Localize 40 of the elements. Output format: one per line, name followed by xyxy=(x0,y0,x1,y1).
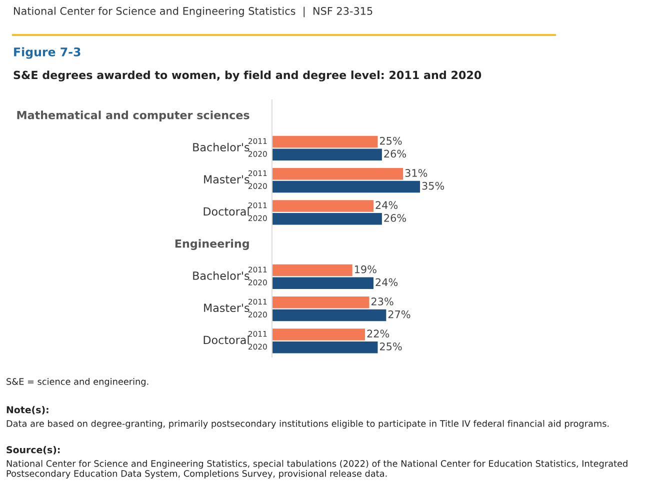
bar xyxy=(272,212,382,225)
data-label: 23% xyxy=(372,298,394,306)
text: Note(s): xyxy=(6,406,48,414)
source-note: Source(s): xyxy=(6,446,60,454)
data-label: 35% xyxy=(422,182,444,190)
y-tick-label: Doctoral xyxy=(204,336,249,344)
text: National Center for Science and Engineering Statistics | NSF 23-315 xyxy=(14,6,372,18)
bar xyxy=(272,168,404,180)
bar xyxy=(272,341,378,354)
data-label: 19% xyxy=(354,265,376,274)
data-label: 26% xyxy=(384,214,406,222)
data-label: 31% xyxy=(405,169,428,177)
y-tick-label: Mathematical and computer sciences xyxy=(17,110,250,122)
y-tick-label: Bachelor's xyxy=(193,271,250,280)
text: Figure 7-3 xyxy=(14,47,80,59)
text: S&E = science and engineering. xyxy=(6,378,148,387)
text: National Center for Science and Engineering Statistics, special tabulations (2022) of the National Center for Education Statistics, Integrated Postsecondary Education Data System, Completions Survey, provisional release data. xyxy=(6,460,628,479)
data-label: 22% xyxy=(367,330,390,338)
bar xyxy=(272,148,382,161)
data-label: 26% xyxy=(384,150,406,158)
bar xyxy=(272,328,366,340)
bar xyxy=(272,309,386,322)
bar xyxy=(272,136,378,148)
data-label: 27% xyxy=(388,310,410,318)
y-tick-label: Doctoral xyxy=(204,207,249,216)
chart-subtitle: S&E degrees awarded to women, by field and degree level: 2011 and 2020 xyxy=(14,70,482,82)
data-label: 24% xyxy=(376,278,398,286)
bar xyxy=(272,277,374,290)
y-tick-label: Master's xyxy=(204,304,250,312)
data-label: 25% xyxy=(380,136,402,145)
bar xyxy=(272,200,374,212)
bar xyxy=(272,296,370,308)
y-tick-label: Engineering xyxy=(175,239,249,250)
text: Data are based on degree-granting, primarily postsecondary institutions eligible to participate in Title IV federal financial aid programs. xyxy=(6,420,609,429)
bar xyxy=(272,264,352,276)
y-tick-label: Master's xyxy=(204,175,250,184)
y-tick-label: Bachelor's xyxy=(193,142,250,152)
bar xyxy=(272,180,420,193)
data-label: 24% xyxy=(376,201,398,210)
data-label: 25% xyxy=(380,342,402,350)
